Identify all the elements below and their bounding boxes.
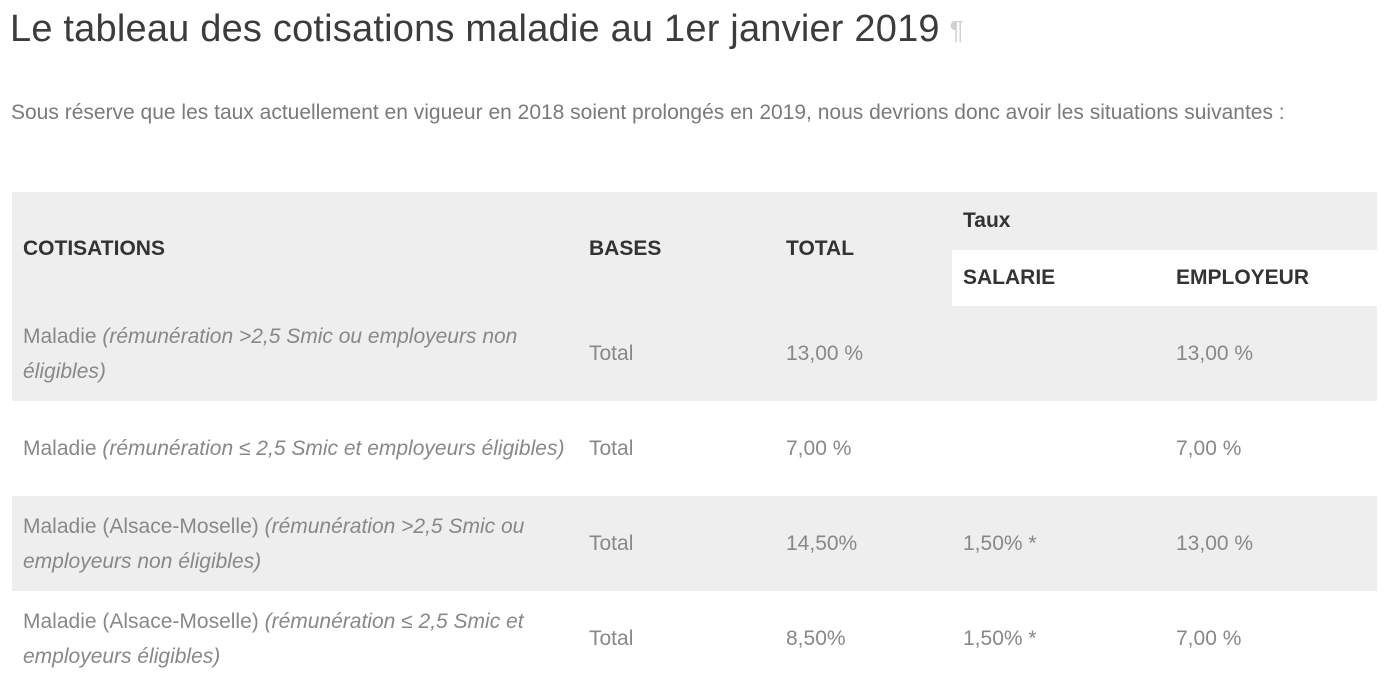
cell-total: 7,00 % [775, 401, 952, 496]
page-title-text: Le tableau des cotisations maladie au 1e… [10, 8, 940, 50]
header-employeur: EMPLOYEUR [1165, 250, 1377, 306]
cell-cotisation: Maladie (Alsace-Moselle) (rémunération >… [12, 496, 578, 591]
cell-base: Total [578, 591, 775, 686]
header-cotisations: COTISATIONS [12, 192, 578, 306]
cell-employeur: 13,00 % [1165, 306, 1377, 401]
cell-total: 8,50% [775, 591, 952, 686]
cell-employeur: 13,00 % [1165, 496, 1377, 591]
cell-employeur: 7,00 % [1165, 591, 1377, 686]
intro-paragraph: Sous réserve que les taux actuellement e… [11, 101, 1285, 124]
cell-salarie: 1,50% * [952, 496, 1165, 591]
cell-total: 14,50% [775, 496, 952, 591]
cell-base: Total [578, 306, 775, 401]
header-salarie: SALARIE [952, 250, 1165, 306]
cotisation-condition: (rémunération >2,5 Smic ou employeurs no… [23, 514, 525, 573]
cotisation-label: Maladie [23, 437, 103, 460]
header-total: TOTAL [775, 192, 952, 306]
cotisation-condition: (rémunération ≤ 2,5 Smic et employeurs é… [23, 609, 524, 668]
cotisation-label: Maladie (Alsace-Moselle) [23, 609, 265, 633]
table-row: Maladie (Alsace-Moselle) (rémunération ≤… [12, 591, 1377, 686]
cell-salarie: 1,50% * [952, 591, 1165, 686]
table-header-row: COTISATIONS BASES TOTAL Taux [12, 192, 1377, 306]
table-row: Maladie (rémunération ≤ 2,5 Smic et empl… [12, 401, 1377, 496]
table-subheader-row: SALARIE EMPLOYEUR [12, 250, 1377, 306]
cotisation-condition: (rémunération ≤ 2,5 Smic et employeurs é… [102, 437, 565, 460]
page-title: Le tableau des cotisations maladie au 1e… [10, 8, 964, 51]
cell-salarie [952, 401, 1165, 496]
cotisation-label: Maladie (Alsace-Moselle) [23, 514, 265, 538]
cell-employeur: 7,00 % [1165, 401, 1377, 496]
cotisation-condition: (rémunération >2,5 Smic ou employeurs no… [23, 324, 518, 383]
cotisation-label: Maladie [23, 324, 103, 348]
table-row: Maladie (rémunération >2,5 Smic ou emplo… [12, 306, 1377, 401]
cell-base: Total [578, 496, 775, 591]
cell-salarie [952, 306, 1165, 401]
cell-cotisation: Maladie (rémunération >2,5 Smic ou emplo… [12, 306, 578, 401]
header-taux: Taux [952, 192, 1377, 250]
cell-cotisation: Maladie (Alsace-Moselle) (rémunération ≤… [12, 591, 578, 686]
contributions-table: COTISATIONS BASES TOTAL Taux SALARIE EMP… [12, 192, 1377, 686]
table-row: Maladie (Alsace-Moselle) (rémunération >… [12, 496, 1377, 591]
header-bases: BASES [578, 192, 775, 306]
cell-cotisation: Maladie (rémunération ≤ 2,5 Smic et empl… [12, 401, 578, 496]
cell-total: 13,00 % [775, 306, 952, 401]
pilcrow-anchor-icon[interactable]: ¶ [949, 15, 964, 46]
cell-base: Total [578, 401, 775, 496]
